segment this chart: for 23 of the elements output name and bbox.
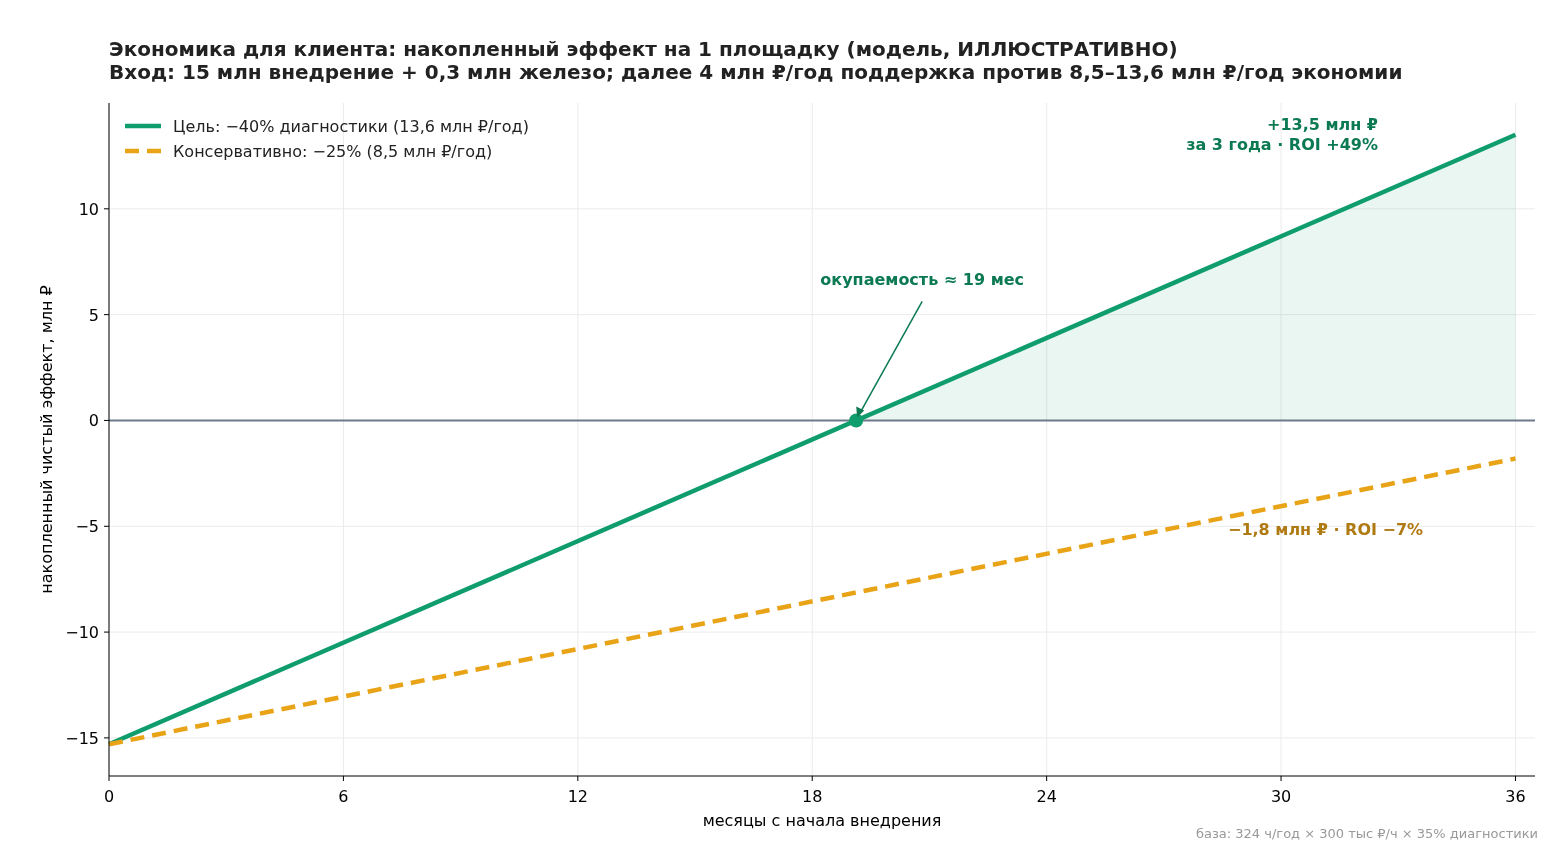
chart-subtitle: Вход: 15 млн внедрение + 0,3 млн железо; далее 4 млн ₽/год поддержка против 8,5–13,6 млн ₽/год экономии xyxy=(109,60,1403,84)
x-tick-label: 24 xyxy=(1036,787,1057,806)
x-tick-label: 30 xyxy=(1270,787,1292,806)
y-axis-title: накопленный чистый эффект, млн ₽ xyxy=(37,285,56,594)
text: база: 324 ч/год × 300 тыс ₽/ч × 35% диагностики xyxy=(1195,826,1538,841)
x-tick-label: 0 xyxy=(103,787,115,806)
y-tick-label: −5 xyxy=(75,517,99,537)
y-tick-label: 5 xyxy=(88,305,99,325)
legend-label: Консервативно: −25% (8,5 млн ₽/год) xyxy=(173,142,493,161)
x-tick-label: 36 xyxy=(1505,787,1526,806)
x-tick-label: 12 xyxy=(567,787,588,806)
annotation: окупаемость ≈ 19 мес xyxy=(820,270,1025,290)
y-tick-label: 10 xyxy=(78,199,99,219)
y-tick-label: −10 xyxy=(65,623,99,643)
y-tick-label: 0 xyxy=(88,411,99,431)
x-axis-title: месяцы с начала внедрения xyxy=(702,811,942,830)
x-tick-label: 6 xyxy=(338,787,349,806)
annotation: +13,5 млн ₽ за 3 года · ROI +49% xyxy=(1186,115,1378,154)
y-tick-label: −15 xyxy=(65,728,99,748)
x-tick-label: 18 xyxy=(802,787,823,806)
chart-title: Экономика для клиента: накопленный эффект на 1 площадку (модель, ИЛЛЮСТРАТИВНО) xyxy=(109,37,1178,61)
annotation: −1,8 млн ₽ · ROI −7% xyxy=(1228,520,1424,539)
legend-label: Цель: −40% диагностики (13,6 млн ₽/год) xyxy=(173,117,529,136)
